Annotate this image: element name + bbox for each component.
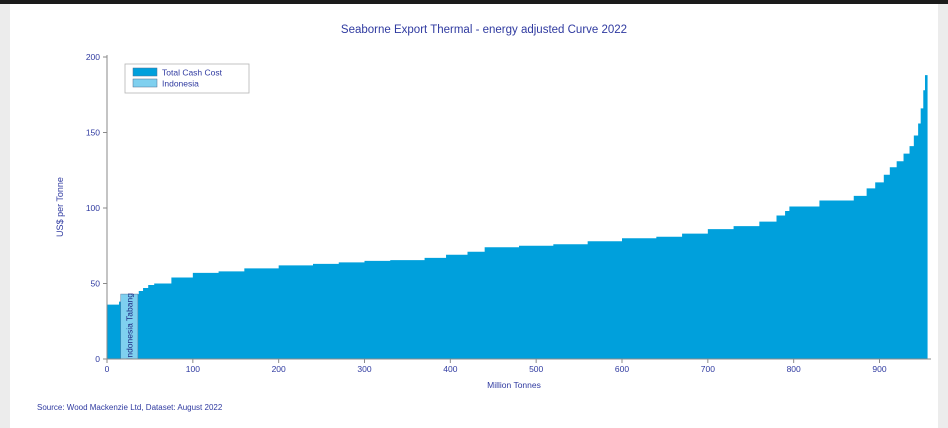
legend-label: Total Cash Cost <box>162 68 223 78</box>
x-tick-label: 900 <box>872 364 886 374</box>
x-tick-label: 800 <box>787 364 801 374</box>
y-tick-label: 150 <box>86 128 100 138</box>
source-note: Source: Wood Mackenzie Ltd, Dataset: Aug… <box>37 403 223 412</box>
y-axis-label: US$ per Tonne <box>55 177 65 237</box>
x-tick-label: 100 <box>186 364 200 374</box>
x-tick-label: 600 <box>615 364 629 374</box>
x-tick-label: 0 <box>105 364 110 374</box>
x-tick-label: 500 <box>529 364 543 374</box>
y-tick-label: 50 <box>91 279 101 289</box>
x-tick-label: 700 <box>701 364 715 374</box>
y-tick-label: 100 <box>86 203 100 213</box>
legend-swatch <box>132 78 158 88</box>
x-axis-label: Million Tonnes <box>487 380 541 390</box>
legend-label: Indonesia <box>162 79 199 89</box>
legend-swatch <box>132 67 158 77</box>
top-border <box>0 0 948 4</box>
right-margin <box>938 4 948 428</box>
chart-title: Seaborne Export Thermal - energy adjuste… <box>341 24 627 36</box>
y-tick-label: 0 <box>95 354 100 364</box>
x-tick-label: 200 <box>272 364 286 374</box>
y-tick-label: 200 <box>86 52 100 62</box>
left-margin <box>0 4 10 428</box>
x-tick-label: 300 <box>357 364 371 374</box>
x-tick-label: 400 <box>443 364 457 374</box>
annotation-indonesia-tabang: Indonesia Tabang <box>124 293 134 360</box>
series-total-cash-cost <box>107 75 928 360</box>
